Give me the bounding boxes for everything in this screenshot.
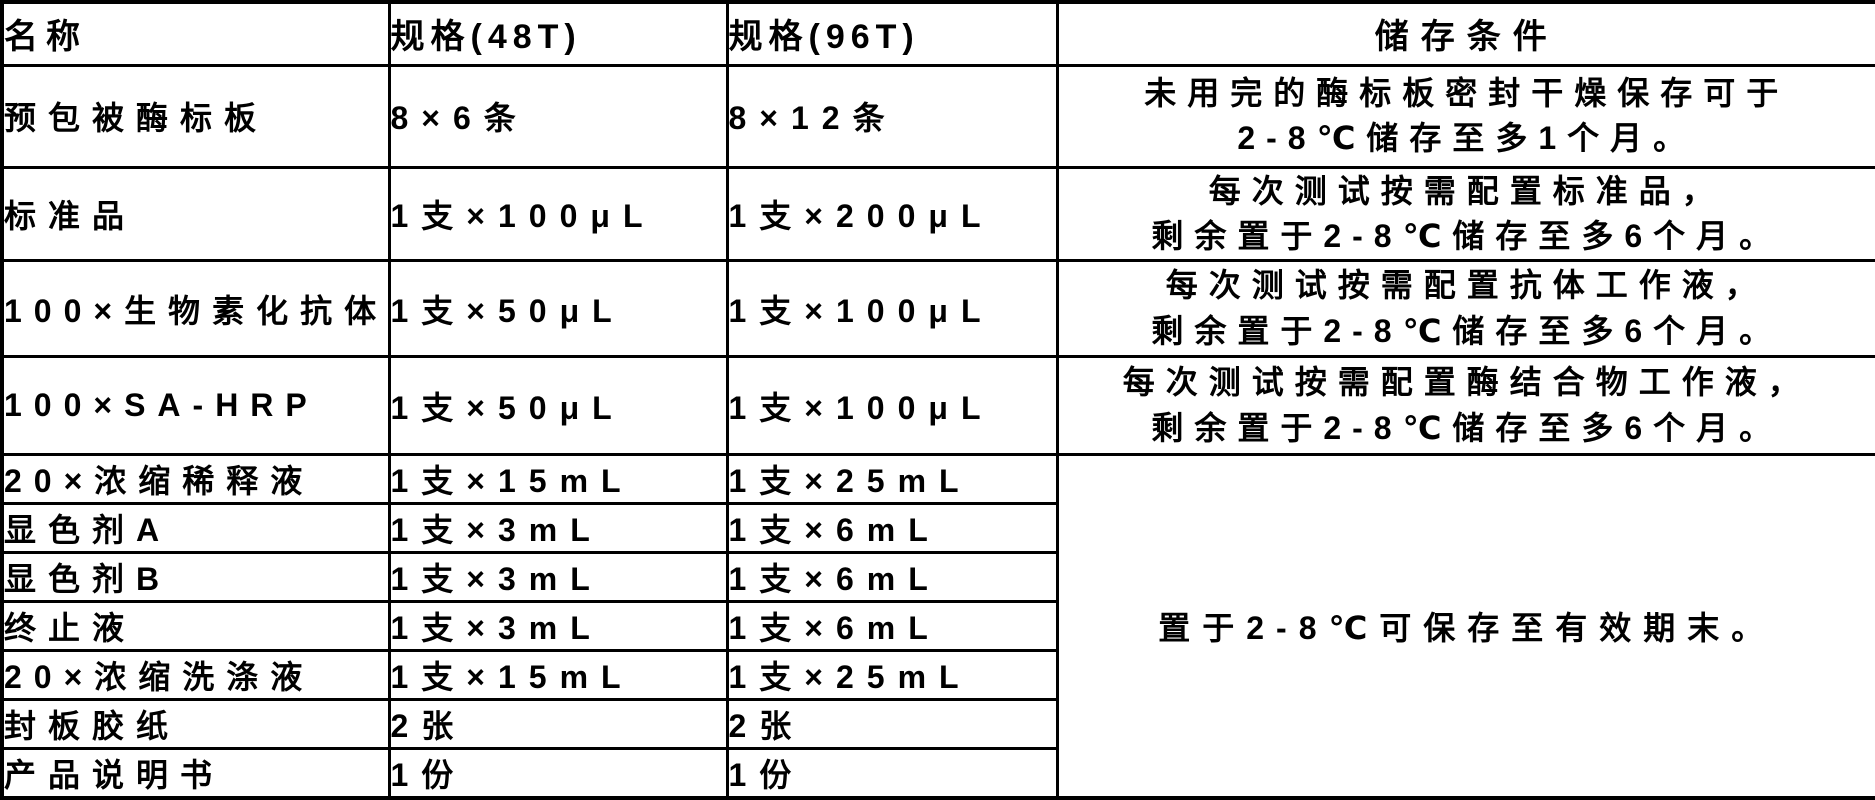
cell-component-name: 预包被酶标板 — [2, 65, 389, 167]
storage-line: 未用完的酶标板密封干燥保存可于 — [1059, 71, 1875, 116]
document-page: 名称 规格(48T) 规格(96T) 储存条件 预包被酶标板 8×6条 8×12… — [0, 0, 1875, 747]
cell-spec-48t: 2张 — [389, 700, 727, 749]
cell-storage-condition: 未用完的酶标板密封干燥保存可于 2-8℃储存至多1个月。 — [1057, 65, 1875, 167]
cell-spec-48t: 1支×50μL — [389, 261, 727, 357]
table-row: 预包被酶标板 8×6条 8×12条 未用完的酶标板密封干燥保存可于 2-8℃储存… — [2, 65, 1875, 167]
header-storage-conditions: 储存条件 — [1057, 2, 1875, 65]
storage-line: 每次测试按需配置标准品， — [1059, 169, 1875, 214]
header-name: 名称 — [2, 2, 389, 65]
storage-line: 2-8℃储存至多1个月。 — [1059, 116, 1875, 161]
table-row: 100×生物素化抗体 1支×50μL 1支×100μL 每次测试按需配置抗体工作… — [2, 261, 1875, 357]
table-row: 标准品 1支×100μL 1支×200μL 每次测试按需配置标准品， 剩余置于2… — [2, 167, 1875, 261]
cell-spec-48t: 1支×50μL — [389, 357, 727, 455]
header-spec-96t: 规格(96T) — [727, 2, 1057, 65]
cell-component-name: 封板胶纸 — [2, 700, 389, 749]
cell-spec-96t: 1份 — [727, 749, 1057, 799]
cell-spec-96t: 8×12条 — [727, 65, 1057, 167]
cell-spec-96t: 1支×6mL — [727, 602, 1057, 651]
cell-storage-condition: 每次测试按需配置抗体工作液， 剩余置于2-8℃储存至多6个月。 — [1057, 261, 1875, 357]
cell-component-name: 显色剂B — [2, 553, 389, 602]
cell-spec-48t: 8×6条 — [389, 65, 727, 167]
header-spec-48t: 规格(48T) — [389, 2, 727, 65]
cell-spec-96t: 1支×100μL — [727, 261, 1057, 357]
header-row: 名称 规格(48T) 规格(96T) 储存条件 — [2, 2, 1875, 65]
cell-component-name: 20×浓缩洗涤液 — [2, 651, 389, 700]
cell-spec-96t: 2张 — [727, 700, 1057, 749]
cell-spec-48t: 1支×3mL — [389, 504, 727, 553]
cell-component-name: 终止液 — [2, 602, 389, 651]
cell-component-name: 标准品 — [2, 167, 389, 261]
cell-spec-48t: 1支×15mL — [389, 455, 727, 504]
storage-line: 每次测试按需配置抗体工作液， — [1059, 263, 1875, 308]
table-row: 20×浓缩稀释液 1支×15mL 1支×25mL 置于2-8℃可保存至有效期末。 — [2, 455, 1875, 504]
cell-spec-96t: 1支×25mL — [727, 651, 1057, 700]
cell-component-name: 100×SA-HRP — [2, 357, 389, 455]
cell-spec-48t: 1支×3mL — [389, 602, 727, 651]
cell-spec-48t: 1支×15mL — [389, 651, 727, 700]
cell-spec-96t: 1支×200μL — [727, 167, 1057, 261]
cell-spec-96t: 1支×6mL — [727, 553, 1057, 602]
storage-line: 剩余置于2-8℃储存至多6个月。 — [1059, 406, 1875, 451]
cell-component-name: 20×浓缩稀释液 — [2, 455, 389, 504]
table-row: 100×SA-HRP 1支×50μL 1支×100μL 每次测试按需配置酶结合物… — [2, 357, 1875, 455]
cell-component-name: 100×生物素化抗体 — [2, 261, 389, 357]
cell-spec-48t: 1份 — [389, 749, 727, 799]
cell-spec-96t: 1支×100μL — [727, 357, 1057, 455]
cell-spec-48t: 1支×100μL — [389, 167, 727, 261]
cell-spec-96t: 1支×6mL — [727, 504, 1057, 553]
cell-storage-condition: 每次测试按需配置酶结合物工作液， 剩余置于2-8℃储存至多6个月。 — [1057, 357, 1875, 455]
cell-storage-condition: 每次测试按需配置标准品， 剩余置于2-8℃储存至多6个月。 — [1057, 167, 1875, 261]
storage-line: 剩余置于2-8℃储存至多6个月。 — [1059, 214, 1875, 259]
cell-component-name: 产品说明书 — [2, 749, 389, 799]
cell-component-name: 显色剂A — [2, 504, 389, 553]
storage-line: 剩余置于2-8℃储存至多6个月。 — [1059, 309, 1875, 354]
cell-spec-48t: 1支×3mL — [389, 553, 727, 602]
cell-spec-96t: 1支×25mL — [727, 455, 1057, 504]
storage-line: 每次测试按需配置酶结合物工作液， — [1059, 360, 1875, 405]
